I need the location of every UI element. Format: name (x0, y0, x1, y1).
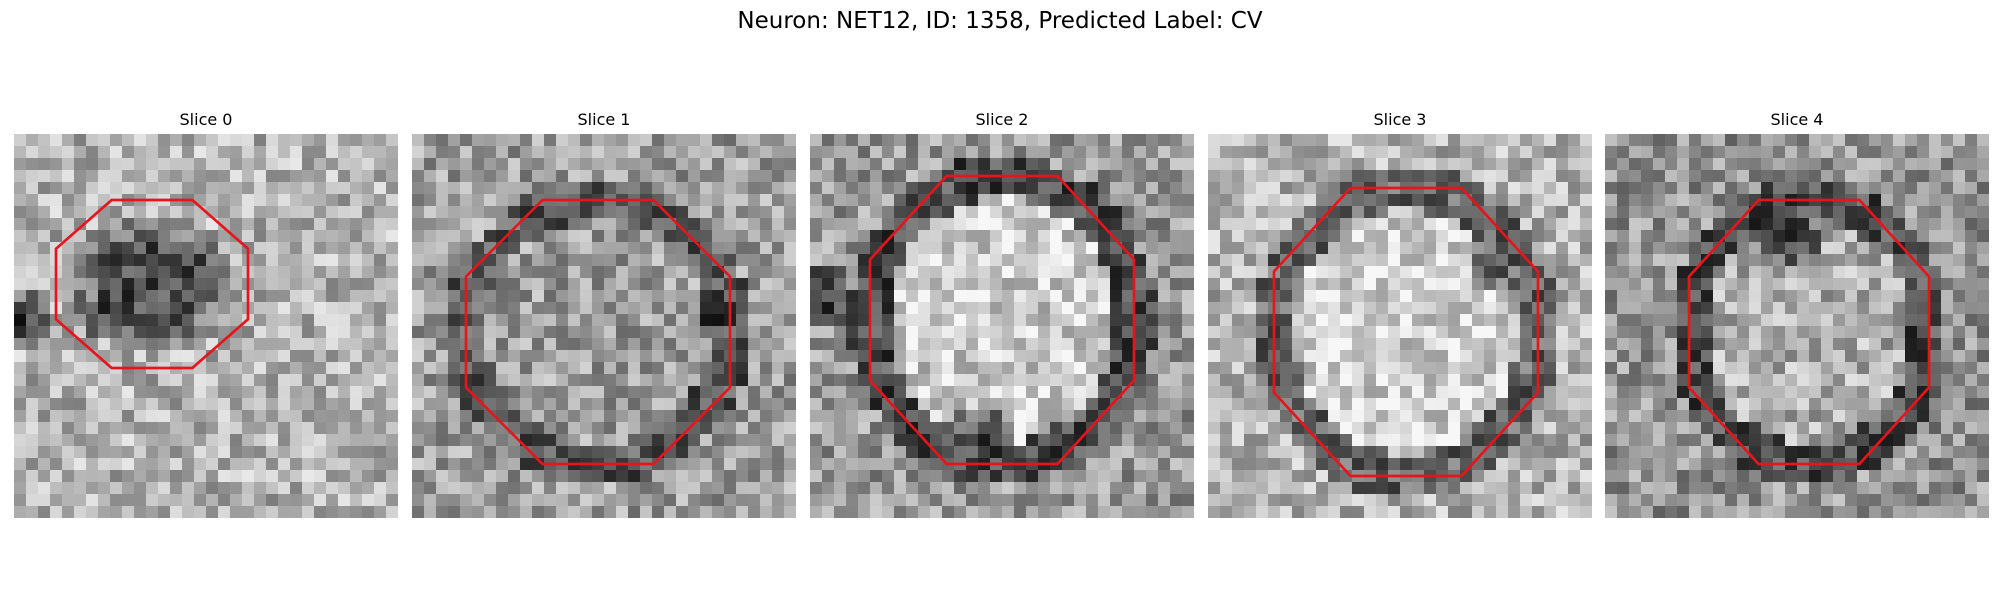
slice-panel-3: Slice 3 (1208, 108, 1592, 518)
slice-image-3 (1208, 134, 1592, 518)
slice-image-4 (1605, 134, 1989, 518)
roi-contour (464, 198, 732, 466)
slice-image-1 (412, 134, 796, 518)
slice-image-0 (14, 134, 398, 518)
slice-title: Slice 1 (577, 110, 631, 129)
slice-panel-2: Slice 2 (810, 108, 1194, 518)
roi-contour (1272, 186, 1540, 478)
slice-panel-4: Slice 4 (1605, 108, 1989, 518)
roi-contour (1687, 198, 1931, 466)
figure-title: Neuron: NET12, ID: 1358, Predicted Label… (737, 8, 1263, 34)
roi-contour (868, 174, 1136, 466)
slice-title: Slice 3 (1373, 110, 1427, 129)
roi-contour (54, 198, 250, 370)
slice-image-2 (810, 134, 1194, 518)
slice-panel-1: Slice 1 (412, 108, 796, 518)
slice-title: Slice 0 (179, 110, 233, 129)
slice-panel-0: Slice 0 (14, 108, 398, 518)
slice-title: Slice 4 (1770, 110, 1824, 129)
slice-title: Slice 2 (975, 110, 1029, 129)
